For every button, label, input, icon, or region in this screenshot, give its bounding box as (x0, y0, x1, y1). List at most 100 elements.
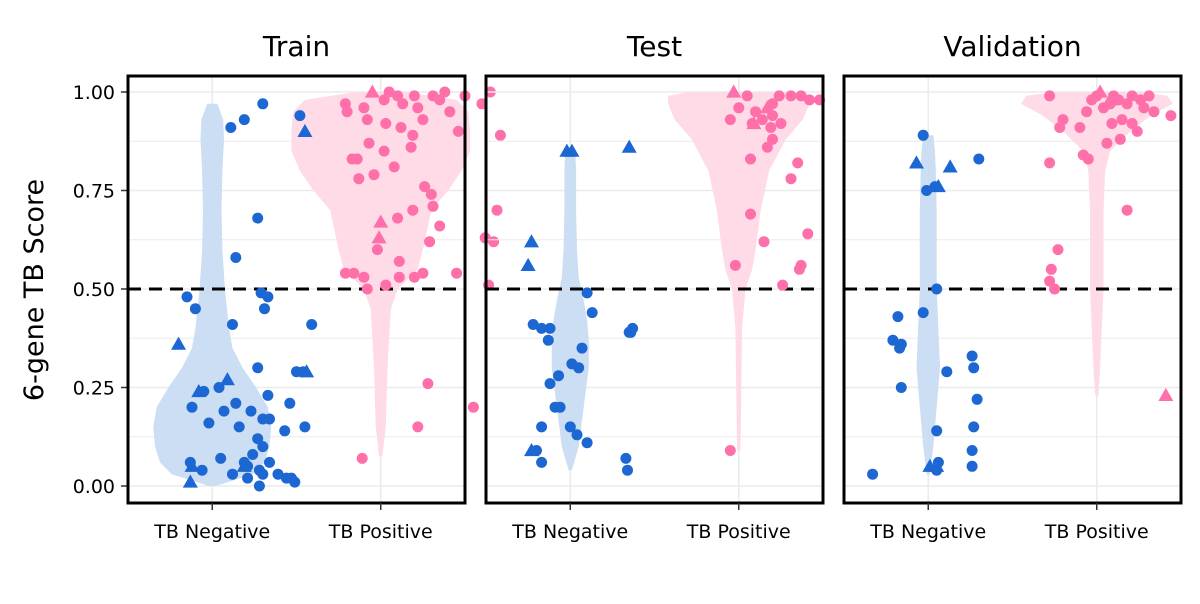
data-point-triangle (930, 179, 946, 193)
data-point-circle (488, 236, 500, 248)
data-point-circle (554, 401, 566, 413)
data-point-circle (252, 362, 264, 374)
violin-validation-tb-negative (916, 135, 940, 475)
data-point-circle (252, 433, 264, 445)
data-point-circle (186, 401, 198, 413)
data-point-circle (439, 86, 451, 98)
data-point-circle (895, 382, 907, 393)
data-point-circle (253, 480, 265, 492)
data-point-circle (361, 283, 373, 295)
data-point-circle (1049, 283, 1061, 295)
data-point-circle (795, 90, 807, 102)
data-point-circle (252, 212, 264, 224)
data-point-circle (1044, 90, 1056, 102)
data-point-triangle (908, 155, 924, 169)
data-point-circle (931, 425, 943, 437)
data-point-circle (1116, 114, 1128, 126)
y-tick-label: 1.00 (73, 82, 115, 104)
data-point-triangle (219, 372, 235, 386)
data-point-circle (917, 307, 929, 319)
data-point-circle (299, 421, 311, 433)
data-point-circle (424, 236, 436, 248)
data-point-triangle (1092, 84, 1108, 98)
violin-train-tb-negative (153, 103, 272, 487)
data-point-circle (745, 153, 756, 165)
data-point-triangle (373, 214, 389, 228)
data-point-circle (494, 129, 506, 141)
data-point-circle (921, 185, 933, 196)
data-point-triangle (191, 383, 207, 398)
data-point-circle (264, 456, 275, 468)
data-point-circle (412, 102, 424, 114)
data-point-circle (189, 303, 201, 315)
data-point-circle (225, 122, 237, 133)
data-point-circle (892, 311, 904, 323)
data-point-circle (393, 271, 405, 283)
data-point-circle (203, 417, 215, 429)
data-point-circle (966, 445, 978, 456)
y-axis-title: 6-gene TB Score (19, 179, 50, 401)
data-point-circle (358, 271, 370, 283)
data-point-circle (1074, 122, 1086, 133)
data-point-circle (361, 114, 373, 126)
data-point-circle (1138, 102, 1150, 114)
data-point-circle (765, 122, 777, 133)
data-point-circle (356, 452, 368, 464)
data-point-triangle (726, 84, 742, 98)
data-point-circle (467, 401, 479, 413)
data-point-circle (536, 421, 548, 433)
data-point-circle (230, 252, 242, 263)
data-point-circle (279, 425, 291, 437)
data-point-circle (417, 267, 429, 279)
data-point-circle (775, 118, 787, 129)
data-point-circle (724, 445, 736, 456)
data-point-circle (576, 342, 588, 354)
data-point-circle (745, 208, 756, 220)
data-point-circle (1114, 133, 1126, 145)
data-point-circle (284, 397, 296, 409)
data-point-circle (761, 141, 773, 153)
data-point-circle (566, 358, 578, 370)
data-point-circle (581, 287, 593, 299)
data-point-circle (971, 393, 983, 405)
data-point-circle (773, 90, 785, 102)
data-point-circle (227, 468, 238, 480)
data-point-circle (380, 279, 392, 291)
data-point-circle (887, 334, 899, 346)
y-tick-label: 0.25 (73, 378, 115, 400)
data-point-circle (392, 212, 404, 224)
data-point-circle (348, 267, 360, 279)
data-point-circle (802, 228, 814, 240)
data-point-circle (353, 173, 365, 185)
data-point-circle (544, 322, 556, 334)
x-tick-label: TB Negative (869, 521, 986, 543)
data-point-circle (388, 161, 400, 173)
data-point-circle (230, 397, 242, 409)
x-tick-label: TB Positive (1044, 521, 1149, 543)
data-point-circle (620, 452, 632, 464)
facet-title-train: Train (262, 30, 330, 63)
data-point-circle (233, 421, 245, 433)
data-point-triangle (559, 143, 575, 157)
data-point-circle (408, 90, 420, 102)
data-point-circle (371, 244, 383, 256)
data-point-circle (242, 472, 254, 484)
data-point-circle (306, 319, 318, 330)
data-point-circle (968, 421, 980, 433)
data-point-circle (218, 405, 230, 417)
data-point-circle (451, 267, 463, 279)
data-point-circle (756, 114, 768, 126)
data-point-circle (257, 441, 269, 453)
data-point-circle (571, 429, 583, 441)
data-point-triangle (1102, 92, 1118, 106)
data-point-circle (339, 267, 351, 279)
data-point-circle (867, 468, 879, 480)
data-point-triangle (297, 123, 313, 138)
data-point-triangle (746, 116, 762, 130)
data-point-circle (1165, 110, 1177, 122)
x-tick-label: TB Positive (686, 521, 791, 543)
data-point-circle (196, 464, 208, 476)
data-point-circle (407, 204, 419, 216)
data-point-circle (544, 378, 556, 390)
